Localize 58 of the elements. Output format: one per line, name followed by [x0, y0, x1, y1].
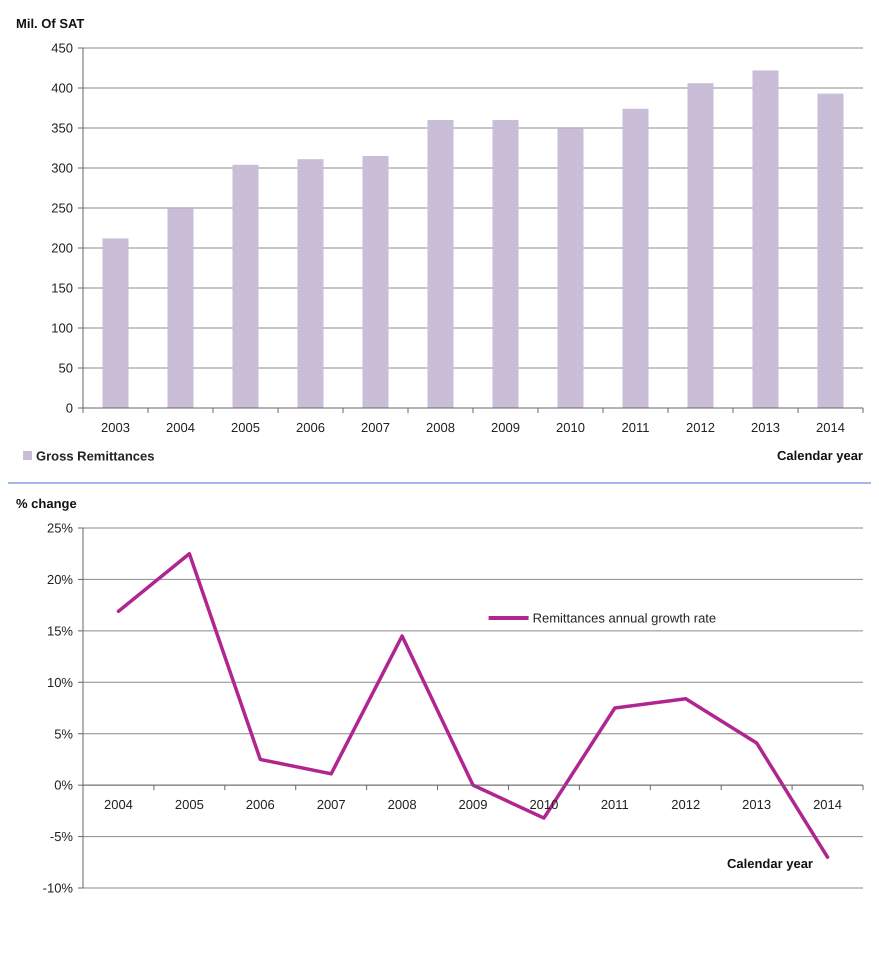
y-tick-label: 450 [51, 40, 73, 56]
y-tick-label: 0 [66, 400, 73, 416]
bar [298, 159, 324, 408]
y-axis-title: % change [16, 496, 77, 511]
x-tick-label: 2012 [671, 797, 700, 812]
y-tick-label: 150 [51, 280, 73, 296]
x-tick-label: 2011 [600, 797, 629, 812]
y-axis-title: Mil. Of SAT [16, 16, 84, 31]
y-tick-label: -10% [42, 880, 74, 896]
x-tick-label: 2004 [166, 420, 195, 435]
y-tick-label: 350 [51, 120, 73, 136]
bar [362, 156, 388, 408]
x-tick-label: 2008 [426, 420, 455, 435]
bar [232, 164, 258, 408]
x-tick-label: 2013 [751, 420, 780, 435]
x-tick-label: 2010 [556, 420, 585, 435]
y-tick-label: -5% [50, 829, 74, 844]
x-tick-label: 2005 [231, 420, 260, 435]
legend-label: Remittances annual growth rate [532, 610, 716, 626]
x-tick-label: 2011 [622, 420, 650, 435]
x-axis-title: Calendar year [727, 856, 813, 871]
y-tick-label: 10% [46, 674, 74, 690]
bar [558, 128, 584, 408]
x-tick-label: 2014 [816, 420, 845, 435]
y-tick-label: 5% [54, 726, 74, 742]
y-tick-label: 0% [54, 778, 74, 793]
bar [102, 238, 128, 408]
x-tick-label: 2009 [458, 797, 488, 812]
x-tick-label: 2014 [813, 797, 842, 812]
x-axis-title: Calendar year [777, 448, 863, 463]
x-tick-label: 2013 [742, 797, 772, 812]
bar [622, 108, 648, 408]
x-tick-label: 2007 [361, 420, 390, 435]
y-tick-label: 50 [58, 360, 73, 376]
bar [752, 70, 778, 408]
legend-label: Gross Remittances [36, 448, 154, 464]
bar [168, 208, 194, 408]
bar [818, 94, 844, 408]
y-tick-label: 200 [51, 240, 73, 256]
x-tick-label: 2008 [388, 797, 417, 812]
x-tick-label: 2006 [296, 420, 325, 435]
x-tick-label: 2003 [101, 420, 130, 435]
x-tick-label: 2009 [491, 420, 520, 435]
x-tick-label: 2007 [316, 797, 346, 812]
x-tick-label: 2005 [174, 797, 204, 812]
y-tick-label: 300 [51, 160, 73, 176]
x-tick-label: 2012 [686, 420, 715, 435]
bar [428, 120, 454, 408]
y-tick-label: 400 [51, 80, 73, 96]
y-tick-label: 100 [51, 320, 73, 336]
y-tick-label: 250 [51, 200, 73, 216]
y-tick-label: 25% [46, 520, 74, 536]
y-tick-label: 20% [46, 572, 74, 587]
x-tick-label: 2006 [246, 797, 275, 812]
y-tick-label: 15% [46, 623, 74, 638]
bar [688, 83, 714, 408]
x-tick-label: 2004 [104, 797, 133, 812]
bar [492, 120, 518, 408]
